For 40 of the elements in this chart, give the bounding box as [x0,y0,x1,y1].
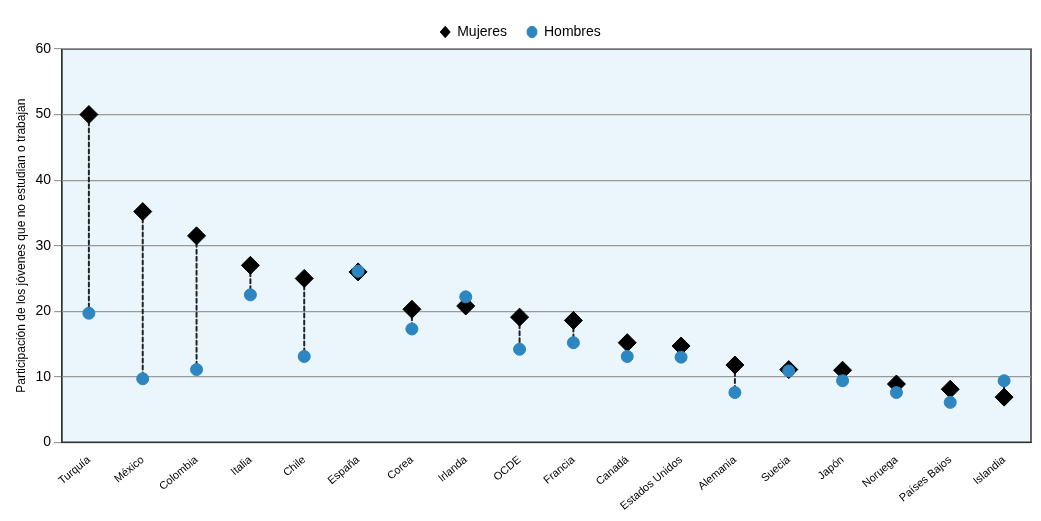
point [240,255,260,275]
point [79,105,99,125]
point [513,342,527,356]
y-tick-label: 30 [35,236,52,253]
y-tick-label: 20 [35,302,52,319]
point [459,290,473,304]
point [402,299,422,319]
point [617,333,637,353]
x-tick-label: Italia [228,452,255,478]
point [836,374,850,388]
y-tick-label: 60 [35,39,52,56]
point [674,350,688,364]
y-tick-label: 50 [35,105,52,122]
point [243,288,257,302]
point [294,268,314,288]
point [133,202,153,222]
point [889,386,903,400]
point [82,306,96,320]
y-axis-title: Participación de los jóvenes que no estudian o trabajan [13,98,28,393]
point [943,395,957,409]
point [725,355,745,375]
point [620,349,634,363]
point [136,372,150,386]
legend-label: Hombres [544,22,601,39]
point [190,363,204,377]
point [297,349,311,363]
point [940,379,960,399]
point [510,307,530,327]
point [563,310,583,330]
x-tick-label: Chile [280,453,308,479]
point [405,322,419,336]
y-tick-label: 40 [35,170,52,187]
point [994,387,1014,407]
y-tick-label: 0 [43,433,52,450]
point [997,374,1011,388]
legend-label: Mujeres [457,22,507,39]
point [187,226,207,246]
point [728,386,742,400]
point [566,336,580,350]
y-tick-label: 10 [35,367,52,384]
